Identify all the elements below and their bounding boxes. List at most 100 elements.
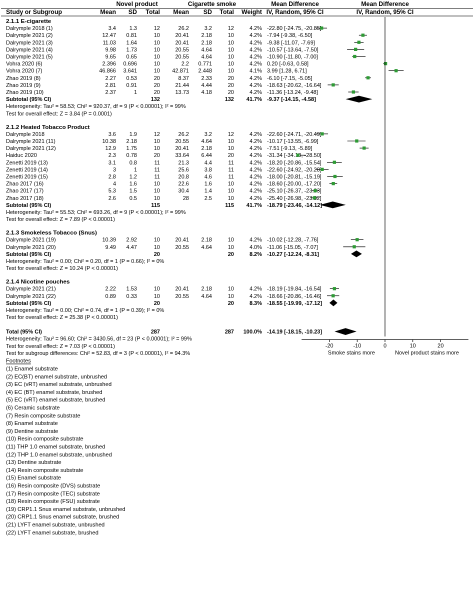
subgroup-2-study-10-square <box>312 196 316 200</box>
subgroup-1-study-6-weight: 4.2% <box>249 62 262 68</box>
footnote-3: (3) EC (vRT) enamel substrate, unbrushed <box>6 382 112 388</box>
md-method-header: IV, Random, 95% CI <box>266 9 323 16</box>
subgroup-2-study-7-mean2: 20.8 <box>178 174 189 180</box>
subgroup-2-study-6-mean1: 3 <box>113 167 116 173</box>
subgroup-3-study-2-sd1: 4.47 <box>126 245 137 251</box>
subgroup-2-title: 2.1.2 Heated Tobacco Product <box>6 125 90 131</box>
subgroup-1-study-6-ci: 0.20 [-0.63, 0.58] <box>267 62 309 68</box>
subgroup-2-study-7-ci: -18.00 [-20.81, -15.19] <box>267 174 322 180</box>
subgroup-2-study-1-total2: 12 <box>228 132 234 138</box>
subgroup-4-diamond <box>329 299 338 307</box>
subgroup-2-study-10-total2: 10 <box>228 196 234 202</box>
subgroup-3-study-1-total1: 10 <box>154 238 160 244</box>
subgroup-2-study-6-sd2: 3.8 <box>204 167 212 173</box>
subgroup-1-study-1-total2: 12 <box>228 26 234 32</box>
subgroup-2-study-9-total1: 10 <box>154 189 160 195</box>
subgroup-2-study-3-weight: 4.2% <box>249 146 262 152</box>
footnote-6: (6) Ceramic substrate <box>6 405 60 411</box>
subgroup-2-study-7-square <box>333 174 337 179</box>
subgroup-2-study-5-weight: 4.2% <box>249 160 262 166</box>
subgroup-1-study-9-sd1: 0.91 <box>126 83 137 89</box>
subgroup-1-study-3-ci: -9.38 [-11.07, -7.69] <box>267 40 315 46</box>
subgroup-1-study-9-ci: -18.63 [-20.62, -16.64] <box>267 83 322 89</box>
subgroup-1-study-4-sd2: 4.64 <box>201 47 212 53</box>
subgroup-1-study-8-label: Zhao 2019 (8) <box>6 76 41 82</box>
subgroup-4-subtotal-label: Subtotal (95% CI) <box>6 301 51 307</box>
subgroup-2-study-1-sd2: 3.2 <box>204 132 212 138</box>
subgroup-2-study-5-mean1: 3.1 <box>108 160 116 166</box>
subgroup-2-study-9-mean1: 5.3 <box>108 189 116 195</box>
md-column-header: Mean Difference <box>271 1 319 8</box>
subgroup-1-study-4-mean2: 20.55 <box>175 47 189 53</box>
subgroup-2-study-6-total1: 11 <box>154 167 160 173</box>
subgroup-2-study-8-weight: 4.2% <box>249 182 262 188</box>
subgroup-1-study-2-total1: 10 <box>154 33 160 39</box>
subgroup-1-study-10-mean1: 2.37 <box>105 90 116 96</box>
subgroup-3-subtotal-ci: -10.27 [-12.24, -8.31] <box>267 252 319 258</box>
x-label-right: Novel product stains more <box>395 351 459 357</box>
col-mean1-header: Mean <box>100 9 116 16</box>
subgroup-1-study-4-mean1: 9.98 <box>105 47 116 53</box>
subgroup-2-study-5-label: Zenetti 2019 (13) <box>6 160 48 166</box>
footnote-22: (22) LYFT enamel substrate, brushed <box>6 530 98 536</box>
subgroup-1-study-3-mean2: 20.41 <box>175 40 189 46</box>
subgroup-1-study-3-sd1: 1.64 <box>126 40 137 46</box>
subgroup-2-study-3-mean2: 20.41 <box>175 146 189 152</box>
col-mean2-header: Mean <box>173 9 189 16</box>
col-sd2-header: SD <box>203 9 212 16</box>
col-weight-header: Weight <box>241 9 262 16</box>
x-tick-label-4: 10 <box>410 344 416 350</box>
subgroup-2-study-9-total2: 10 <box>228 189 234 195</box>
subgroup-1-study-10-ci: -11.36 [-13.24, -9.48] <box>267 90 318 96</box>
footnote-12: (12) THP 1.0 enamel substrate, unbrushed <box>6 452 112 458</box>
subgroup-2-study-9-mean2: 30.4 <box>178 189 189 195</box>
footnote-10: (10) Resin composite substrate <box>6 437 83 443</box>
footnote-13: (13) Dentine substrate <box>6 460 61 466</box>
subgroup-1-study-7-total2: 10 <box>228 69 234 75</box>
footnote-16: (16) Resin composite (DVS) substrate <box>6 483 100 489</box>
subgroup-2-study-1-mean1: 3.6 <box>108 132 116 138</box>
subgroup-1-study-10-total1: 20 <box>154 90 160 96</box>
footnote-5: (5) EC (vRT) enamel substrate, brushed <box>6 398 105 404</box>
subgroup-1-study-6-sd1: 0.696 <box>123 62 137 68</box>
subgroup-3-study-2-sd2: 4.64 <box>201 245 212 251</box>
subgroup-4-study-1-weight: 4.2% <box>249 287 262 293</box>
subgroup-1-study-8-ci: -6.10 [-7.15, -5.05] <box>267 76 313 82</box>
subgroup-1-study-2-square <box>361 33 365 37</box>
subgroup-2-study-5-mean2: 21.3 <box>178 160 189 166</box>
subgroup-2-study-4-sd2: 6.44 <box>201 153 212 159</box>
subgroup-2-study-6-sd1: 1 <box>134 167 137 173</box>
subgroup-2-study-4-square <box>296 153 300 157</box>
subgroup-1-study-8-sd1: 0.53 <box>126 76 137 82</box>
subgroup-2-study-9-label: Zhao 2017 (17) <box>6 189 44 195</box>
subgroup-2-study-4-total1: 20 <box>154 153 160 159</box>
col-study-header: Study or Subgroup <box>6 9 62 16</box>
subgroup-1-study-1-sd1: 1.3 <box>129 26 137 32</box>
subgroup-2-study-7-label: Zenetti 2019 (15) <box>6 174 48 180</box>
subgroup-2-study-8-total1: 10 <box>154 182 160 188</box>
subgroup-2-study-8-sd2: 1.6 <box>204 182 212 188</box>
subgroup-2-study-1-sd1: 1.9 <box>129 132 137 138</box>
subgroup-4-study-2-square <box>331 294 335 298</box>
subgroup-1-study-2-sd2: 2.18 <box>201 33 212 39</box>
subgroup-2-study-2-total2: 10 <box>228 139 234 145</box>
subgroup-2-study-10-mean1: 2.6 <box>108 196 116 202</box>
subgroup-1-study-1-sd2: 3.2 <box>204 26 212 32</box>
subgroup-1-study-10-label: Zhao 2019 (10) <box>6 90 44 96</box>
subgroup-4-overall-effect: Test for overall effect: Z = 25.38 (P < … <box>6 315 118 321</box>
subgroup-4-study-2-sd1: 0.33 <box>126 294 137 300</box>
subgroup-2-heterogeneity: Heterogeneity: Tau² = 55.53; Chi² = 693.… <box>6 210 186 216</box>
subgroup-2-study-10-mean2: 28 <box>183 196 189 202</box>
subgroup-3-study-1-weight: 4.2% <box>249 238 262 244</box>
subgroup-3-study-1-total2: 10 <box>228 238 234 244</box>
subgroup-1-diamond <box>345 95 373 103</box>
subgroup-2-study-4-weight: 4.2% <box>249 153 262 159</box>
md-plot-header: Mean Difference <box>361 1 409 8</box>
subgroup-4-subtotal-ci: -18.55 [-19.99, -17.12] <box>267 301 322 307</box>
subgroup-3-study-2-total2: 10 <box>228 245 234 251</box>
subgroup-2-study-9-sd1: 1.5 <box>129 189 137 195</box>
subgroup-4-study-2-ci: -18.66 [-20.86, -16.46] <box>267 294 322 300</box>
subgroup-3-subtotal-weight: 8.2% <box>249 252 262 258</box>
group2-header: Cigarette smoke <box>188 1 237 8</box>
